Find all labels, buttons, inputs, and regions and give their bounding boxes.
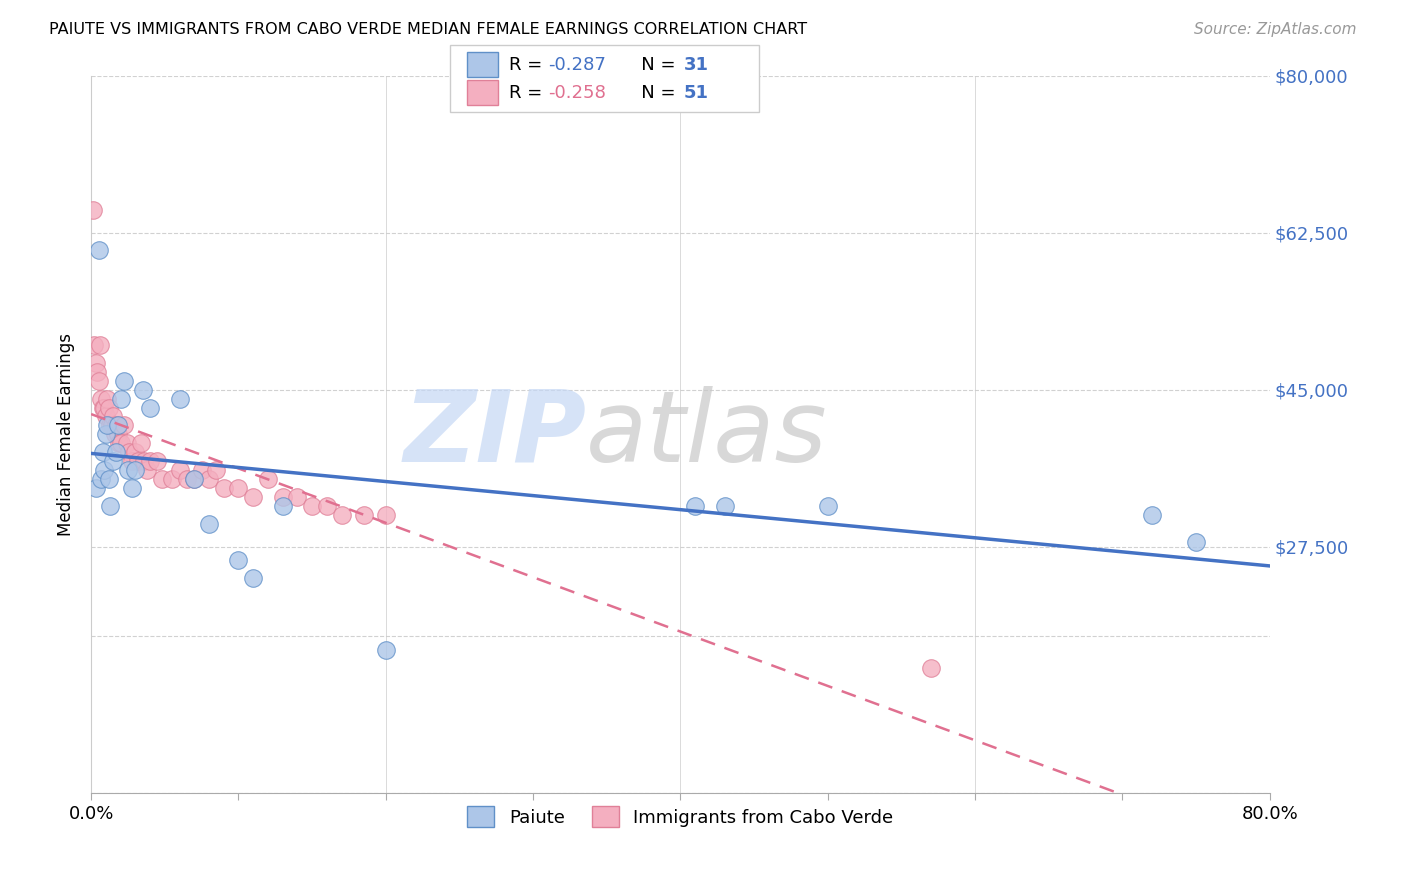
Point [98,418,121,433]
Point [257,472,280,486]
Point [1185,535,1208,549]
Point [84,356,107,370]
Text: ZIP: ZIP [404,386,586,483]
Point [104,427,127,442]
Point [87,244,110,258]
Point [198,517,221,532]
Point [121,481,143,495]
Text: N =: N = [624,84,682,102]
Point [150,472,173,486]
Point [112,374,135,388]
Point [242,490,264,504]
Point [89,337,111,351]
Point [84,481,107,495]
Point [287,490,309,504]
Point [121,454,143,468]
Point [105,445,128,459]
Point [139,401,162,415]
Point [97,401,120,415]
Point [301,500,323,514]
Text: N =: N = [624,55,682,74]
Point [91,445,114,459]
Point [132,383,155,397]
Point [117,463,139,477]
Point [83,337,105,351]
Text: PAIUTE VS IMMIGRANTS FROM CABO VERDE MEDIAN FEMALE EARNINGS CORRELATION CHART: PAIUTE VS IMMIGRANTS FROM CABO VERDE MED… [49,22,807,37]
Text: -0.287: -0.287 [548,55,606,74]
Point [183,472,205,486]
Point [374,508,396,523]
Point [330,508,353,523]
Point [136,463,159,477]
Point [271,500,294,514]
Point [169,392,191,406]
Text: R =: R = [509,55,548,74]
Point [93,463,115,477]
Y-axis label: Median Female Earnings: Median Female Earnings [58,333,75,536]
Point [108,436,131,450]
Point [124,463,146,477]
Point [139,454,162,468]
Point [315,500,337,514]
Text: Source: ZipAtlas.com: Source: ZipAtlas.com [1194,22,1357,37]
Point [374,642,396,657]
Point [160,472,183,486]
Point [129,436,152,450]
Text: atlas: atlas [586,386,828,483]
Point [98,500,121,514]
Point [228,553,250,567]
Point [90,472,112,486]
Point [97,472,120,486]
Point [920,661,942,675]
Point [1140,508,1163,523]
Point [87,374,110,388]
Point [146,454,169,468]
Point [205,463,228,477]
Point [103,454,125,468]
Point [228,481,250,495]
Text: 51: 51 [683,84,709,102]
Point [96,392,118,406]
Point [110,392,132,406]
Point [90,392,112,406]
Point [105,418,128,433]
Text: 31: 31 [683,55,709,74]
Point [353,508,375,523]
Legend: Paiute, Immigrants from Cabo Verde: Paiute, Immigrants from Cabo Verde [460,799,901,835]
Point [112,418,135,433]
Point [683,500,706,514]
Point [817,500,839,514]
Point [134,454,156,468]
Point [127,454,149,468]
Point [183,472,205,486]
Point [107,418,129,433]
Point [103,409,125,424]
Point [94,409,117,424]
Point [713,500,735,514]
Point [242,571,264,585]
Text: -0.258: -0.258 [548,84,606,102]
Point [107,427,129,442]
Point [124,445,146,459]
Point [110,436,132,450]
Point [82,203,104,218]
Point [96,418,118,433]
Point [115,436,138,450]
Point [198,472,221,486]
Point [271,490,294,504]
Point [176,472,198,486]
Point [86,365,108,379]
Point [94,427,117,442]
Point [118,445,141,459]
Point [212,481,235,495]
Point [100,418,122,433]
Point [91,401,114,415]
Point [169,463,191,477]
Point [93,401,115,415]
Text: R =: R = [509,84,548,102]
Point [190,463,212,477]
